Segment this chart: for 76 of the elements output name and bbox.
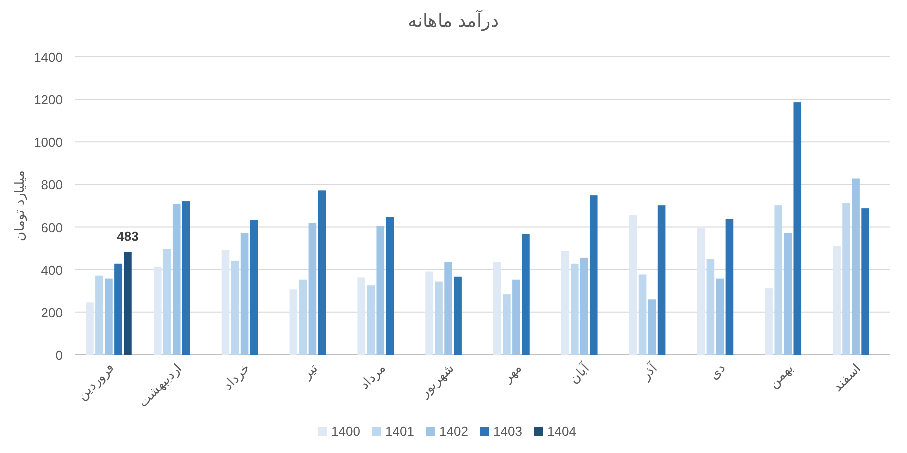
bar [454,276,462,355]
bar [290,290,298,355]
bar [580,258,588,355]
legend-label: 1404 [548,424,576,439]
y-tick-label: 1400 [34,50,63,65]
y-tick-label: 0 [56,348,63,363]
bar [833,246,841,355]
y-tick-label: 600 [41,220,63,236]
chart-title: درآمد ماهانه [408,10,500,32]
bar [503,294,511,355]
bar [250,220,258,355]
y-tick-label: 200 [41,305,63,320]
bar [376,226,385,355]
bar [154,266,162,355]
y-axis-title: میلیارد تومان [12,170,28,242]
bar [570,264,579,355]
bar [222,250,230,355]
bar [231,260,240,355]
bar [444,262,452,355]
bar [561,251,570,355]
x-tick-label: آبان [566,359,594,387]
bar [240,233,249,355]
x-tick-label: شهریور [416,360,458,402]
bar [629,215,638,355]
legend-label: 1402 [440,424,468,439]
x-tick-label: مهر [499,360,526,387]
bar [494,262,502,355]
bar [358,278,366,355]
bar [299,280,308,355]
bar [435,282,443,355]
bar [512,280,520,355]
bar [716,278,724,355]
legend-label: 1401 [386,424,414,439]
bar [172,204,181,355]
x-tick-label: مرداد [356,360,390,394]
bar [522,234,530,355]
bar [784,233,792,355]
bar [842,203,850,355]
x-tick-label: بهمن [766,360,797,392]
bar [697,228,706,355]
bar [852,178,860,355]
y-tick-label: 1200 [34,92,63,108]
y-tick-label: 1000 [34,135,63,150]
bar [86,302,94,355]
bar [114,264,122,355]
bar [367,286,376,355]
bar [648,300,656,355]
x-tick-label: اردیبهشت [136,360,186,411]
y-tick-label: 800 [41,178,63,193]
bar [774,206,783,355]
bar [105,278,113,355]
legend-label: 1403 [494,424,522,439]
bar [590,196,598,355]
bar [658,206,666,355]
bar [182,202,190,355]
y-tick-label: 400 [41,262,63,278]
x-tick-label: آذر [637,359,662,384]
bar [96,276,104,355]
bar [426,272,434,355]
x-tick-label: تیر [298,360,322,384]
bar [862,208,870,355]
x-tick-label: اسفند [830,360,864,394]
data-label: 483 [117,229,139,244]
bar [726,219,734,355]
bar [308,223,317,355]
bar [765,288,774,355]
x-tick-label: دی [706,360,728,382]
x-tick-label: فروردین [74,360,118,404]
bar [318,190,326,355]
x-tick-label: خرداد [220,360,254,394]
bar [638,274,647,355]
bar [794,102,802,355]
legend-label: 1400 [332,424,360,439]
bar [163,248,172,355]
bar [706,259,715,355]
bar [386,217,394,355]
